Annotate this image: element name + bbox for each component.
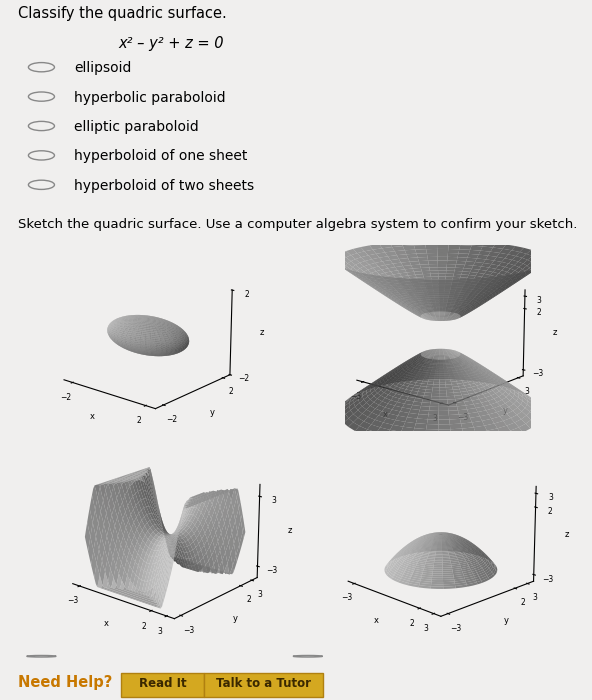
Text: Read It: Read It [139, 677, 186, 690]
Text: hyperboloid of two sheets: hyperboloid of two sheets [74, 179, 254, 193]
X-axis label: x: x [374, 616, 378, 624]
Text: ellipsoid: ellipsoid [74, 62, 131, 76]
Y-axis label: y: y [503, 407, 508, 415]
Text: elliptic paraboloid: elliptic paraboloid [74, 120, 199, 134]
Text: Sketch the quadric surface. Use a computer algebra system to confirm your sketch: Sketch the quadric surface. Use a comput… [18, 218, 577, 231]
Text: x² – y² + z = 0: x² – y² + z = 0 [118, 36, 224, 50]
Text: hyperbolic paraboloid: hyperbolic paraboloid [74, 90, 226, 104]
Text: hyperboloid of one sheet: hyperboloid of one sheet [74, 150, 247, 164]
X-axis label: x: x [383, 410, 388, 419]
X-axis label: x: x [90, 412, 95, 421]
Text: Talk to a Tutor: Talk to a Tutor [216, 677, 311, 690]
FancyBboxPatch shape [204, 673, 323, 697]
Y-axis label: y: y [233, 615, 238, 624]
X-axis label: x: x [104, 619, 109, 628]
Text: Classify the quadric surface.: Classify the quadric surface. [18, 6, 227, 21]
FancyBboxPatch shape [121, 673, 204, 697]
Text: Need Help?: Need Help? [18, 676, 112, 690]
Y-axis label: y: y [210, 408, 215, 417]
Y-axis label: y: y [503, 616, 509, 624]
